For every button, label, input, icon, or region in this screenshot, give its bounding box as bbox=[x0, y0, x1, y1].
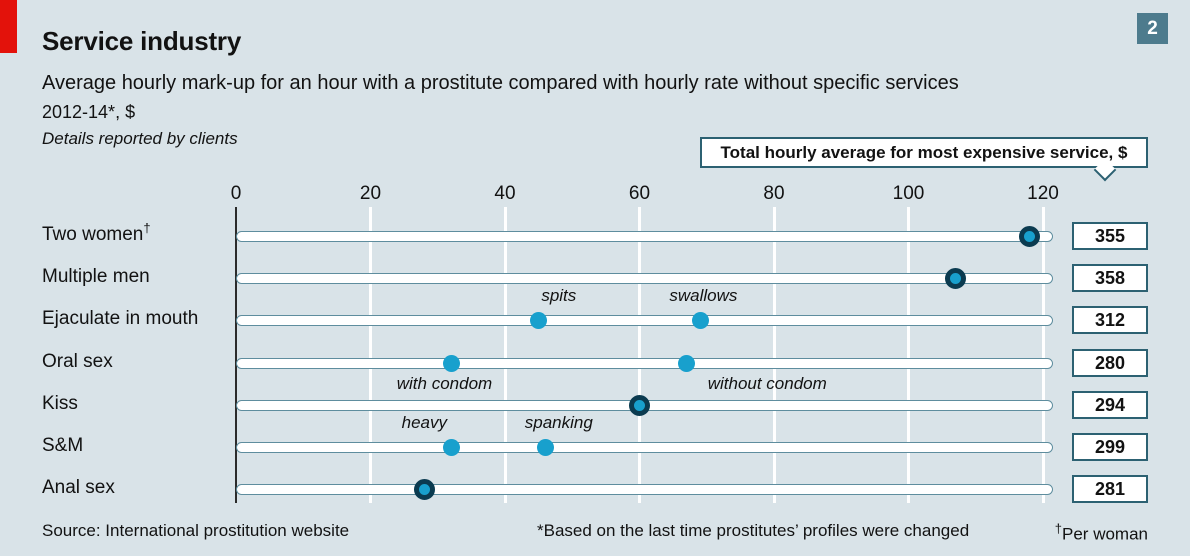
data-point-ringed bbox=[413, 478, 435, 500]
total-value-box: 294 bbox=[1072, 391, 1148, 419]
dagger-mark: † bbox=[1054, 521, 1063, 536]
row-label: Multiple men bbox=[42, 266, 150, 287]
point-tag-label: with condom bbox=[396, 374, 493, 393]
data-point bbox=[442, 438, 460, 456]
gridline-100 bbox=[907, 207, 910, 503]
row-track bbox=[236, 272, 1053, 284]
total-value-box: 312 bbox=[1072, 306, 1148, 334]
row-track bbox=[236, 314, 1053, 326]
axis-zero-line bbox=[235, 207, 237, 503]
x-tick-label: 60 bbox=[628, 183, 651, 204]
economist-red-tab bbox=[0, 0, 17, 53]
x-tick-label: 0 bbox=[230, 183, 242, 204]
point-tag-label: spanking bbox=[524, 413, 593, 432]
row-track bbox=[236, 441, 1053, 453]
data-point bbox=[530, 311, 548, 329]
source-note: Source: International prostitution websi… bbox=[42, 521, 350, 540]
dagger-mark: † bbox=[143, 220, 151, 236]
gridline-40 bbox=[503, 207, 507, 503]
chart-unit-line: 2012-14*, $ bbox=[42, 102, 136, 122]
callout-label: Total hourly average for most expensive … bbox=[700, 137, 1148, 168]
row-label: Oral sex bbox=[42, 351, 113, 372]
row-label: Ejaculate in mouth bbox=[42, 308, 199, 329]
total-value-box: 355 bbox=[1072, 222, 1148, 250]
point-tag-label: without condom bbox=[707, 374, 827, 393]
asterisk-footnote: *Based on the last time prostitutes’ pro… bbox=[537, 521, 970, 540]
data-point-ringed bbox=[1019, 225, 1041, 247]
data-point bbox=[536, 438, 554, 456]
row-track bbox=[236, 483, 1053, 495]
gridline-20 bbox=[369, 207, 372, 503]
chart-subtitle: Average hourly mark-up for an hour with … bbox=[42, 72, 959, 94]
row-track bbox=[236, 357, 1053, 369]
row-label: Anal sex bbox=[42, 477, 115, 498]
figure-number-badge: 2 bbox=[1137, 13, 1168, 44]
gridline-80 bbox=[772, 207, 776, 503]
x-tick-label: 40 bbox=[494, 183, 516, 204]
x-tick-label: 120 bbox=[1027, 183, 1059, 204]
total-value-box: 358 bbox=[1072, 264, 1148, 292]
total-value-box: 281 bbox=[1072, 475, 1148, 503]
total-value-box: 280 bbox=[1072, 349, 1148, 377]
x-tick-label: 100 bbox=[892, 183, 925, 204]
gridline-60 bbox=[638, 207, 641, 503]
row-label: Kiss bbox=[42, 393, 78, 414]
point-tag-label: swallows bbox=[669, 286, 738, 305]
total-value-box: 299 bbox=[1072, 433, 1148, 461]
data-point-ringed bbox=[945, 267, 967, 289]
row-track bbox=[236, 230, 1053, 242]
chart-title: Service industry bbox=[42, 26, 242, 56]
x-tick-label: 80 bbox=[763, 183, 785, 204]
row-label: Two women† bbox=[42, 220, 151, 245]
gridline-120 bbox=[1041, 207, 1045, 503]
data-point bbox=[442, 354, 460, 372]
point-tag-label: heavy bbox=[401, 413, 447, 432]
data-point bbox=[691, 311, 709, 329]
row-label: S&M bbox=[42, 435, 84, 456]
dagger-footnote: †Per woman bbox=[1055, 521, 1148, 545]
x-tick-label: 20 bbox=[359, 183, 382, 204]
data-point-ringed bbox=[629, 394, 650, 416]
point-tag-label: spits bbox=[541, 286, 577, 305]
dagger-text: Per woman bbox=[1062, 524, 1148, 544]
chart-detail-line: Details reported by clients bbox=[42, 129, 238, 148]
data-point bbox=[678, 354, 696, 372]
